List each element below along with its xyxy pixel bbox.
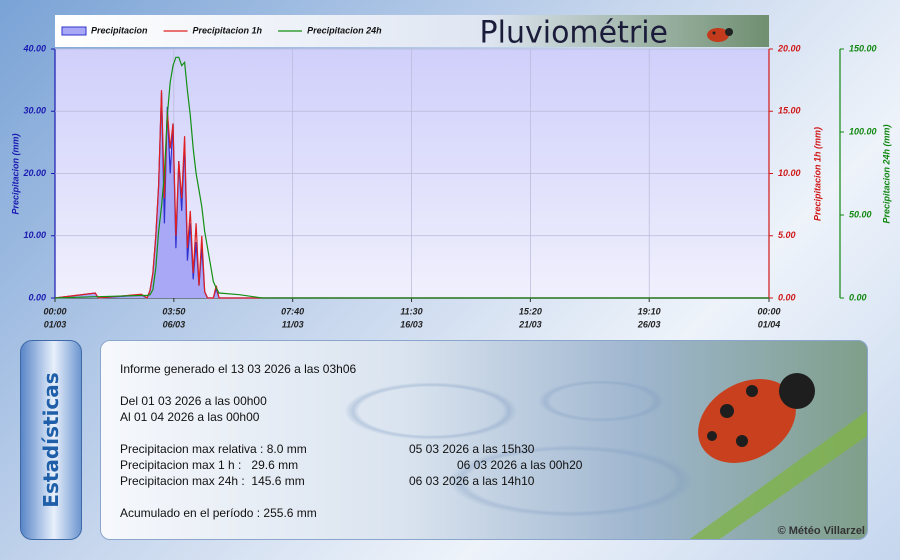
y-tick-label: 15.00 <box>778 106 801 116</box>
legend-swatch <box>61 26 87 36</box>
x-tick-label: 07:40 <box>281 306 304 316</box>
series-line <box>54 56 769 299</box>
y-tick-label: 10.00 <box>23 230 46 240</box>
x-tick-label: 00:00 <box>43 306 66 316</box>
report-from: Del 01 03 2026 a las 00h00 <box>120 394 267 408</box>
report-to: Al 01 04 2026 a las 00h00 <box>120 410 260 424</box>
stats-tab: Estadísticas <box>20 340 82 540</box>
y-tick-label: 20.00 <box>22 168 46 178</box>
x-tick-label: 01/04 <box>758 319 781 329</box>
y-tick-label: 20.00 <box>777 43 801 53</box>
report-generated: Informe generado el 13 03 2026 a las 03h… <box>120 362 357 376</box>
max-date: 06 03 2026 a las 00h20 <box>457 458 583 472</box>
legend-label: Precipitacion 1h <box>193 25 263 35</box>
y-tick-label: 30.00 <box>23 106 46 116</box>
y-tick-label: 100.00 <box>849 126 877 136</box>
x-tick-label: 15:20 <box>519 306 542 316</box>
ladybug-icon <box>707 28 733 42</box>
y-tick-label: 10.00 <box>778 168 801 178</box>
y-tick-label: 0.00 <box>28 292 46 302</box>
chart-title: Pluviométrie <box>480 16 668 51</box>
max-label: Precipitacion max relativa : 8.0 mm <box>120 442 307 456</box>
y-tick-label: 150.00 <box>849 43 877 53</box>
y-tick-label: 0.00 <box>849 292 867 302</box>
y-tick-label: 0.00 <box>778 292 796 302</box>
legend-label: Precipitacion <box>91 25 148 35</box>
y-tick-label: 40.00 <box>22 43 46 53</box>
credit: © Météo Villarzel <box>777 525 865 537</box>
x-tick-label: 01/03 <box>44 319 67 329</box>
x-tick-label: 16/03 <box>400 319 423 329</box>
x-tick-label: 06/03 <box>163 319 186 329</box>
report-total: Acumulado en el período : 255.6 mm <box>120 506 317 520</box>
max-label: Precipitacion max 1 h : 29.6 mm <box>120 458 299 472</box>
stats-tab-label: Estadísticas <box>39 372 63 508</box>
x-tick-label: 21/03 <box>518 319 542 329</box>
max-date: 05 03 2026 a las 15h30 <box>409 442 535 456</box>
ladybug-decoration <box>689 373 867 539</box>
y2-axis-title: Precipitacion 1h (mm) <box>812 127 822 221</box>
x-tick-label: 03:50 <box>162 306 185 316</box>
max-date: 06 03 2026 a las 14h10 <box>409 474 535 488</box>
y3-axis-title: Precipitacion 24h (mm) <box>881 124 891 223</box>
max-label: Precipitacion max 24h : 145.6 mm <box>120 474 305 488</box>
x-tick-label: 26/03 <box>637 319 661 329</box>
y-axis-title: Precipitacion (mm) <box>10 133 20 214</box>
chart: Pluviométrie Precipitacion (mm) Precipit… <box>10 15 891 329</box>
y-tick-label: 5.00 <box>778 230 796 240</box>
x-tick-label: 11/03 <box>282 319 304 329</box>
x-tick-label: 11:30 <box>400 306 422 316</box>
y-tick-label: 50.00 <box>849 209 872 219</box>
stats-panel: Informe generado el 13 03 2026 a las 03h… <box>100 340 868 540</box>
legend-label: Precipitacion 24h <box>307 25 382 35</box>
series-line <box>54 90 769 299</box>
x-tick-label: 19:10 <box>638 306 661 316</box>
x-tick-label: 00:00 <box>757 306 780 316</box>
